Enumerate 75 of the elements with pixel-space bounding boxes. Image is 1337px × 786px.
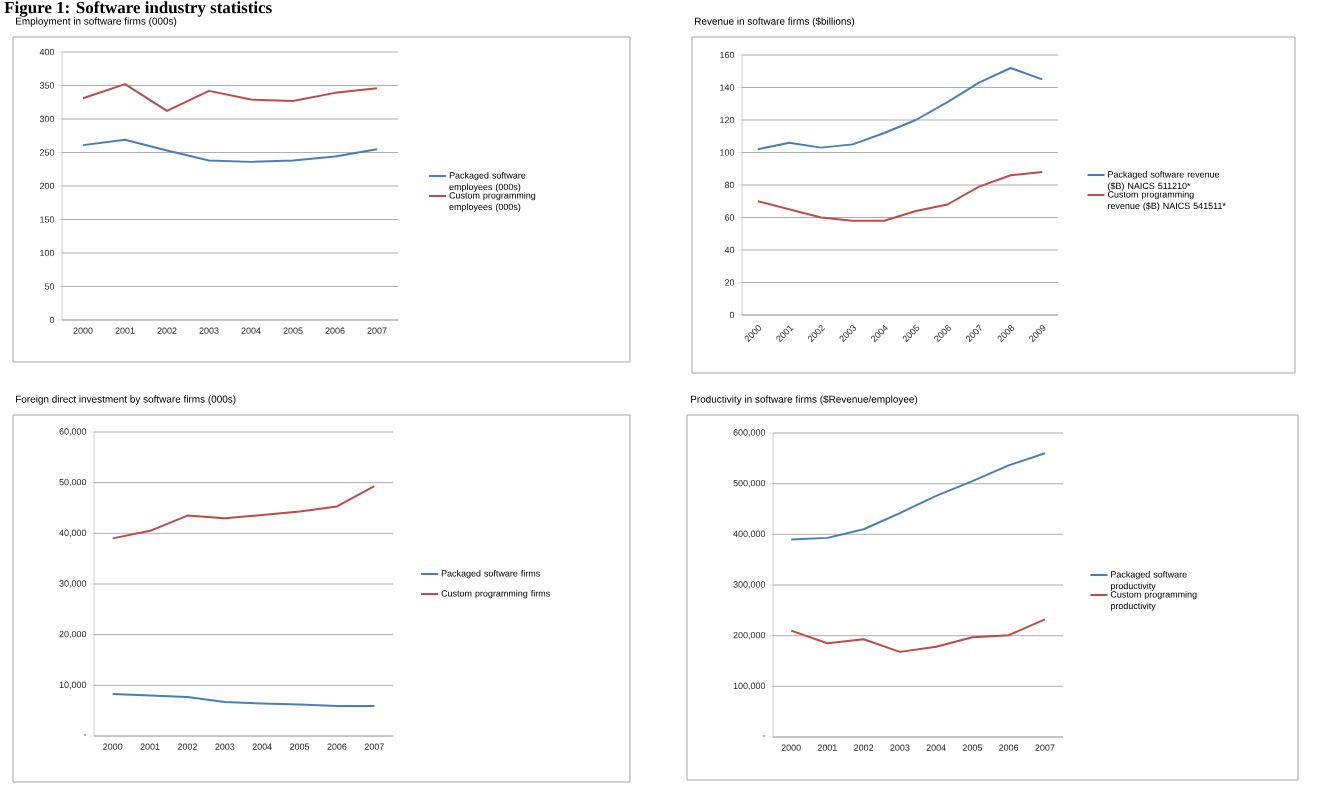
x-tick-label: 2001 — [817, 744, 837, 751]
x-tick-label: 2003 — [199, 327, 219, 334]
chart-title: Employment in software firms (000s) — [16, 17, 177, 27]
x-tick-label: 2000 — [73, 327, 93, 334]
x-tick-label: 2004 — [252, 743, 272, 750]
y-tick-label: 400,000 — [733, 530, 766, 539]
legend-label: Custom programming employees (000s) — [449, 191, 536, 212]
x-tick-label: 2005 — [962, 744, 982, 751]
x-tick-label: 2004 — [241, 327, 261, 334]
line-series — [790, 452, 1046, 541]
x-tick-label: 2006 — [999, 744, 1019, 751]
y-tick-label: 300 — [39, 115, 55, 123]
x-tick-label: 2007 — [367, 327, 387, 334]
chart-title: Productivity in software firms ($Revenue/employee) — [691, 395, 918, 405]
y-tick-label: 50,000 — [59, 478, 87, 487]
text: Figure 1: Software industry statistics — [4, 1, 272, 17]
y-tick-label: 350 — [39, 82, 55, 89]
y-tick-label: 100 — [720, 149, 735, 156]
x-tick-label: 2006 — [327, 743, 347, 750]
line-series — [111, 485, 376, 540]
y-tick-label: 200 — [39, 182, 55, 190]
y-tick-label: 500,000 — [733, 479, 766, 488]
y-tick-label: - — [83, 734, 87, 736]
y-tick-label: 140 — [720, 84, 735, 91]
x-tick-label: 2002 — [854, 744, 874, 751]
line-series — [82, 83, 378, 112]
x-tick-label: 2000 — [103, 743, 123, 750]
legend-label: Packaged software employees (000s) — [449, 172, 526, 192]
legend-label: Packaged software productivity — [1110, 571, 1187, 591]
y-tick-label: 600,000 — [733, 429, 766, 437]
x-tick-label: 2007 — [1035, 744, 1055, 751]
y-tick-label: 100 — [40, 249, 55, 257]
y-tick-label: 0 — [729, 311, 735, 319]
y-tick-label: 40 — [724, 246, 735, 254]
x-tick-label: 2007 — [364, 743, 384, 750]
y-tick-label: 50 — [44, 283, 55, 290]
x-tick-label: 2001 — [115, 327, 135, 334]
y-tick-label: 30,000 — [59, 580, 87, 588]
y-tick-label: - — [762, 735, 766, 737]
legend-label: Packaged software firms — [441, 570, 540, 579]
legend-label: Packaged software revenue ($B) NAICS 511210* — [1108, 171, 1220, 191]
y-tick-label: 60 — [724, 214, 735, 221]
line-series — [82, 138, 378, 163]
x-tick-label: 2000 — [781, 744, 801, 751]
x-tick-label: 2003 — [890, 744, 910, 751]
y-tick-label: 60,000 — [59, 428, 87, 436]
chart-title: Foreign direct investment by software firms (000s) — [16, 395, 236, 405]
legend-label: Custom programming firms — [441, 589, 550, 599]
x-tick-label: 2005 — [290, 743, 310, 750]
y-tick-label: 100,000 — [733, 682, 766, 691]
chart-title: Revenue in software firms ($billions) — [695, 17, 855, 27]
x-tick-label: 2003 — [215, 743, 235, 750]
legend-label: Custom programming revenue ($B) NAICS 541511* — [1107, 190, 1226, 211]
y-tick-label: 400 — [39, 48, 55, 56]
x-tick-label: 2002 — [177, 743, 197, 750]
x-tick-label: 2004 — [926, 744, 946, 751]
y-tick-label: 20 — [724, 279, 735, 286]
legend-label: Custom programming productivity — [1110, 590, 1197, 611]
y-tick-label: 40,000 — [59, 529, 87, 538]
y-tick-label: 10,000 — [59, 681, 87, 690]
y-tick-label: 80 — [724, 181, 735, 189]
x-tick-label: 2005 — [283, 327, 303, 334]
y-tick-label: 0 — [49, 316, 55, 324]
y-tick-label: 250 — [39, 149, 55, 156]
x-tick-label: 2001 — [140, 743, 160, 750]
y-tick-label: 150 — [40, 216, 55, 223]
line-series — [756, 66, 1044, 151]
x-tick-label: 2002 — [157, 327, 177, 334]
y-tick-label: 200,000 — [733, 631, 766, 640]
x-tick-label: 2006 — [325, 327, 345, 334]
line-series — [790, 618, 1046, 653]
y-tick-label: 300,000 — [733, 581, 766, 589]
y-tick-label: 160 — [720, 51, 735, 59]
y-tick-label: 120 — [720, 116, 735, 124]
y-tick-label: 20,000 — [59, 630, 87, 639]
